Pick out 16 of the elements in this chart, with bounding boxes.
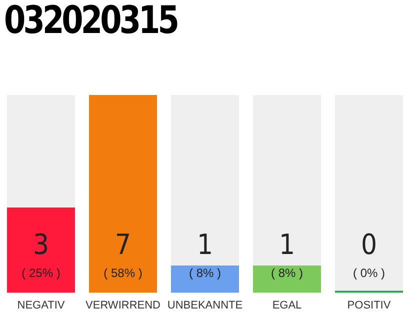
x-tick-label: VERWIRREND: [86, 299, 161, 312]
x-tick-label: UNBEKANNTE: [167, 299, 243, 312]
data-label: ( 8% ): [270, 266, 304, 280]
data-label: ( 0% ): [352, 266, 386, 280]
x-tick-label: EGAL: [272, 299, 302, 312]
annotation: 0: [360, 228, 378, 262]
chart-title: 032020315: [4, 0, 177, 42]
x-tick-label: NEGATIV: [17, 299, 66, 312]
annotation: 1: [278, 228, 296, 262]
x-tick-label: POSITIV: [347, 299, 392, 312]
data-label: ( 8% ): [188, 266, 222, 280]
annotation: 7: [114, 228, 132, 262]
data-label: ( 25% ): [22, 266, 60, 280]
annotation: 3: [32, 228, 50, 262]
annotation: 1: [196, 228, 214, 262]
data-label: ( 58% ): [104, 266, 142, 280]
